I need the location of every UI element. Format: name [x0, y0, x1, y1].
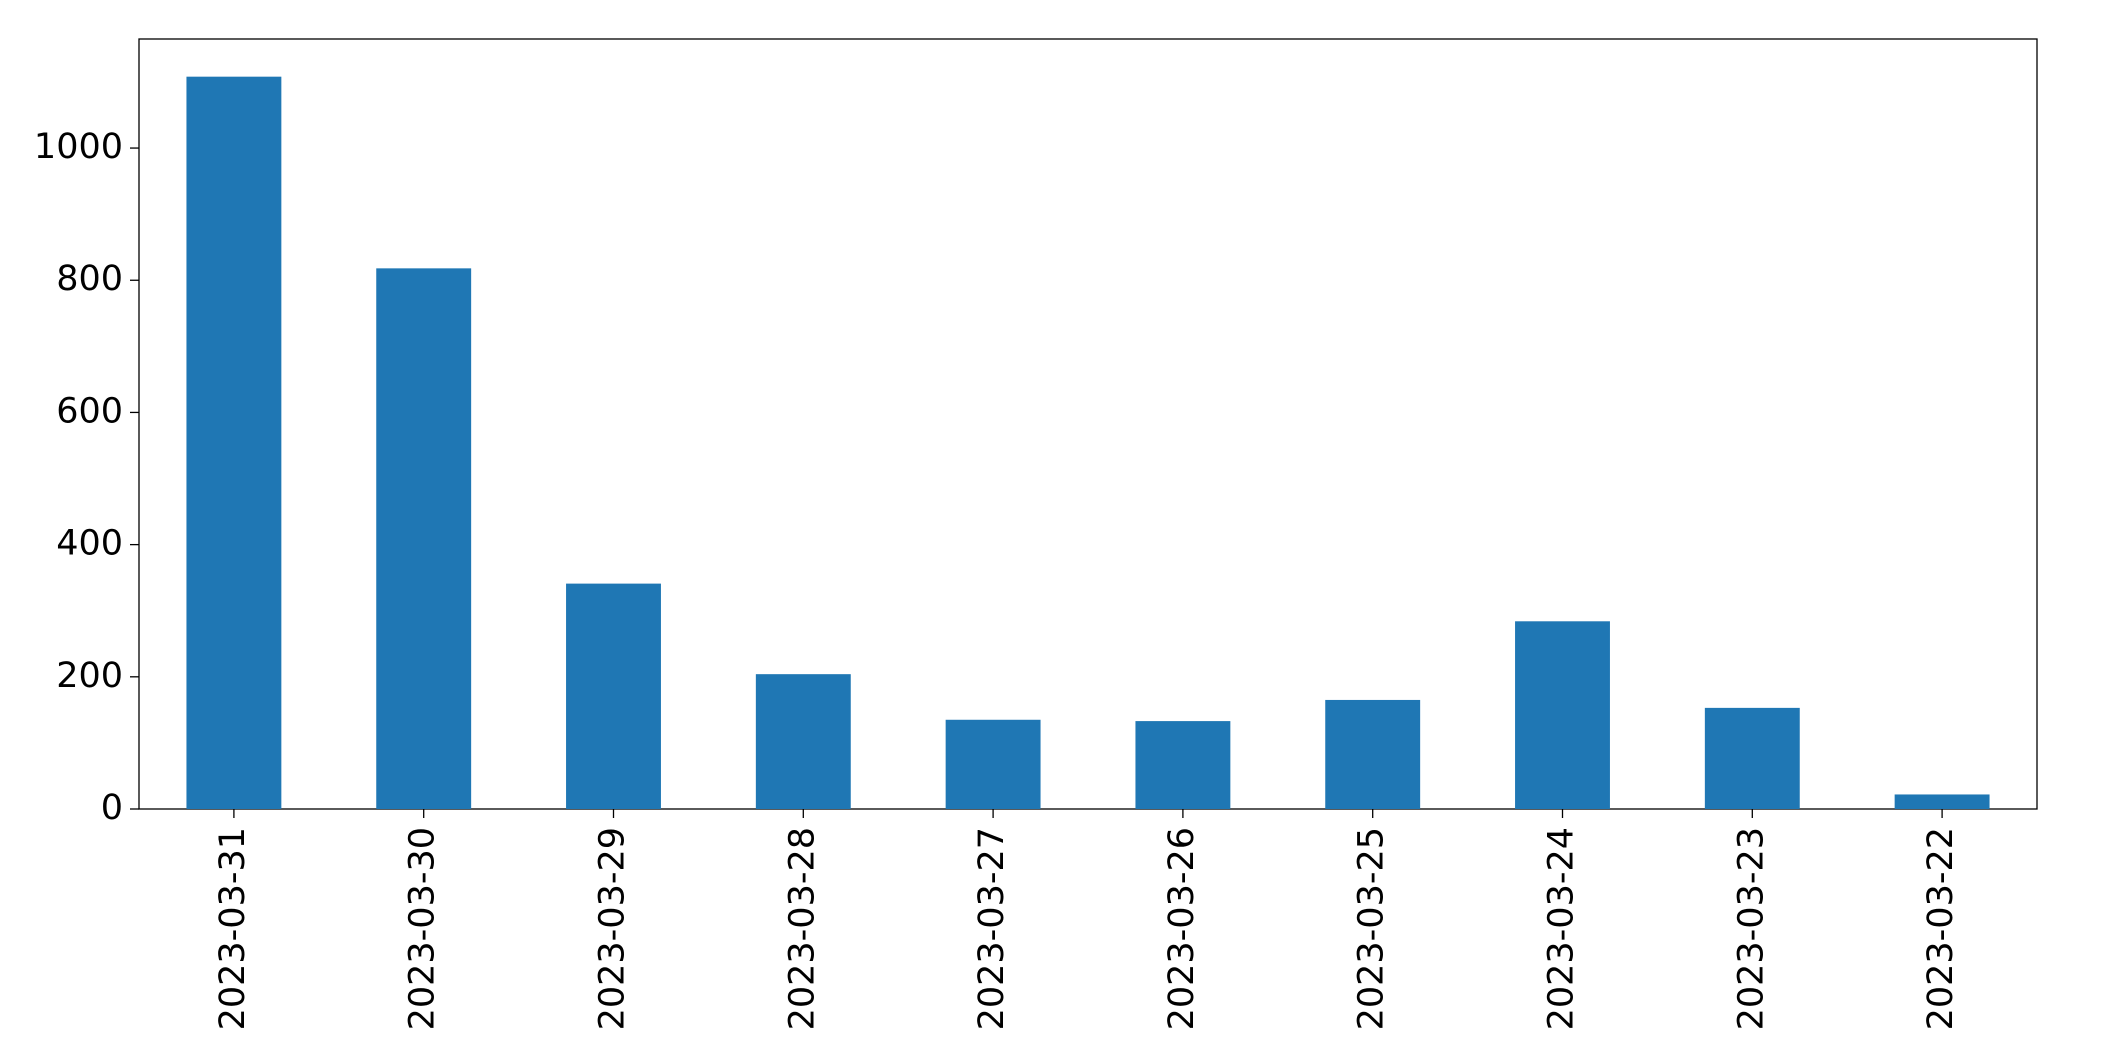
x-tick-label: 2023-03-26	[1162, 827, 1202, 1030]
x-tick-label: 2023-03-24	[1542, 827, 1582, 1030]
x-tick-label: 2023-03-27	[972, 827, 1012, 1030]
bar	[1894, 794, 1990, 809]
x-tick-label: 2023-03-23	[1731, 827, 1771, 1030]
bar	[1135, 721, 1231, 809]
bar	[1325, 699, 1421, 809]
bar	[566, 583, 661, 809]
bar	[1704, 707, 1800, 809]
bar	[376, 268, 472, 809]
y-tick-label: 600	[56, 391, 123, 431]
plot-frame	[138, 38, 2038, 810]
x-tick-label: 2023-03-29	[593, 827, 633, 1030]
bar	[755, 674, 851, 809]
bar	[186, 76, 282, 809]
y-tick-label: 800	[56, 259, 123, 299]
x-tick-label: 2023-03-31	[213, 827, 253, 1030]
x-tick-label: 2023-03-30	[403, 827, 443, 1030]
y-tick-label: 1000	[34, 127, 123, 167]
x-tick-label: 2023-03-28	[782, 827, 822, 1030]
y-tick-label: 200	[56, 656, 123, 696]
y-tick-label: 0	[101, 788, 123, 828]
bar	[945, 719, 1041, 809]
x-tick-label: 2023-03-22	[1921, 827, 1961, 1030]
x-tick-label: 2023-03-25	[1352, 827, 1392, 1030]
y-tick-label: 400	[56, 524, 123, 564]
bar	[1515, 621, 1610, 809]
